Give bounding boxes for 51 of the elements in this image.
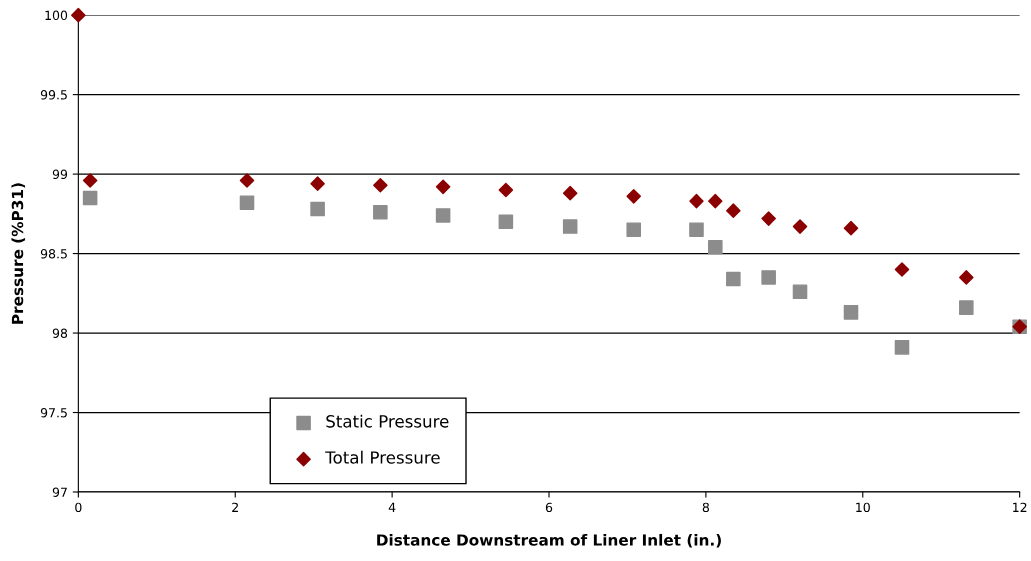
point — [82, 190, 98, 206]
point — [792, 284, 808, 300]
legend-label: Static Pressure — [326, 414, 449, 428]
legend-label: Total Pressure — [325, 450, 440, 464]
point — [843, 305, 859, 320]
x-tick-label: 0 — [75, 502, 82, 513]
point — [843, 220, 859, 236]
point — [310, 201, 325, 217]
point — [435, 208, 451, 223]
x-tick-label: 12 — [1013, 502, 1027, 512]
point — [689, 222, 704, 238]
point — [373, 204, 388, 220]
point — [71, 7, 86, 23]
x-tick-label: 6 — [545, 502, 553, 513]
y-tick-label: 97 — [52, 487, 67, 497]
x-tick-label: 4 — [388, 502, 396, 512]
y-tick-label: 98 — [52, 328, 68, 338]
y-tick-label: 98.5 — [40, 249, 67, 259]
x-tick-label: 8 — [702, 502, 710, 513]
y-tick-label: 100 — [45, 10, 68, 21]
point — [239, 173, 255, 188]
point — [626, 189, 642, 204]
point — [373, 177, 388, 193]
y-tick-label: 99.5 — [40, 90, 67, 100]
point — [761, 270, 776, 285]
point — [792, 219, 808, 234]
point — [498, 182, 514, 198]
point — [562, 185, 578, 201]
point — [689, 193, 704, 209]
point — [959, 270, 974, 285]
point — [761, 211, 776, 226]
x-axis-title: Distance Downstream of Liner Inlet (in.) — [377, 533, 721, 548]
point — [239, 195, 255, 210]
point — [959, 300, 974, 315]
point — [435, 179, 451, 195]
x-tick-label: 2 — [232, 502, 238, 512]
point — [726, 203, 741, 218]
point — [726, 271, 741, 287]
y-tick-label: 97.5 — [40, 407, 67, 418]
point — [562, 219, 578, 234]
point — [894, 340, 910, 355]
point — [310, 176, 325, 191]
point — [498, 214, 514, 230]
y-tick-label: 99 — [52, 169, 68, 180]
point — [708, 193, 723, 209]
x-tick-label: 10 — [856, 502, 870, 513]
y-axis-title: Pressure (%P31) — [11, 183, 26, 324]
point — [626, 222, 642, 238]
point — [894, 262, 910, 277]
point — [708, 239, 723, 255]
point — [82, 173, 98, 188]
